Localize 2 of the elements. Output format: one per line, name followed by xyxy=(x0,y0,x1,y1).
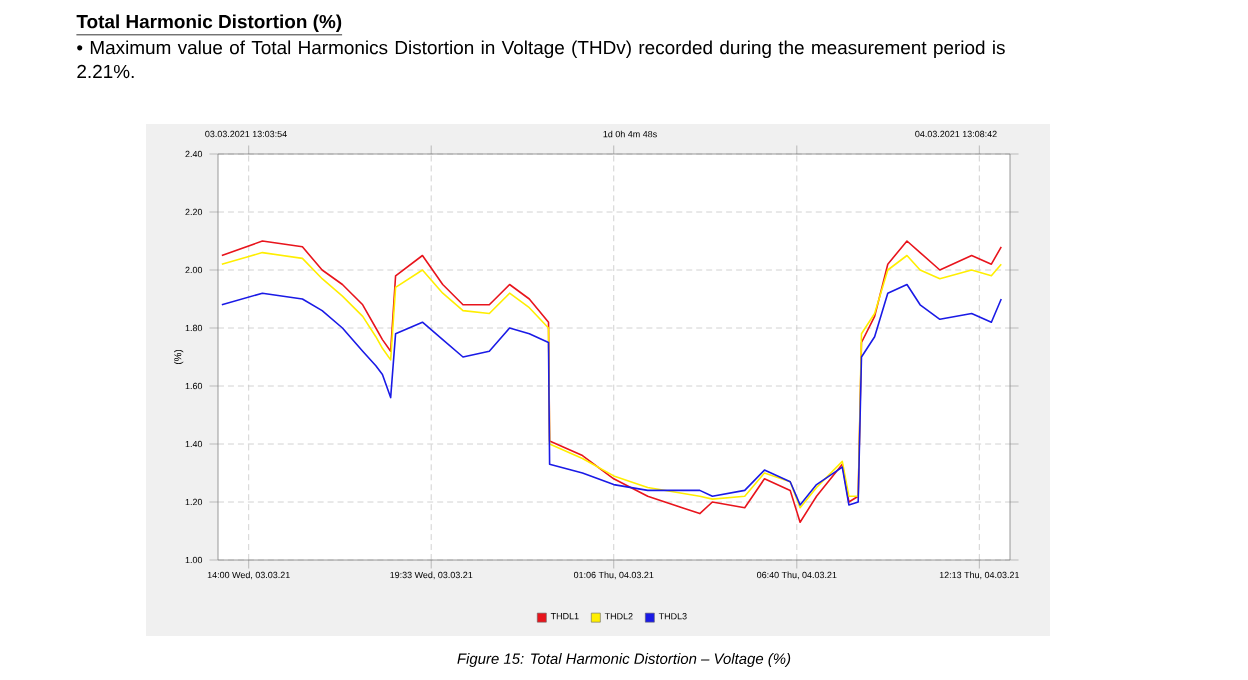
chart-title: Total Harmonic Distortion (%) xyxy=(76,14,342,33)
chart-subtitle: • Maximum value of Total Harmonics Distortion in Voltage (THDv) recorded during the measurement period is 2.21%. xyxy=(77,40,1005,79)
